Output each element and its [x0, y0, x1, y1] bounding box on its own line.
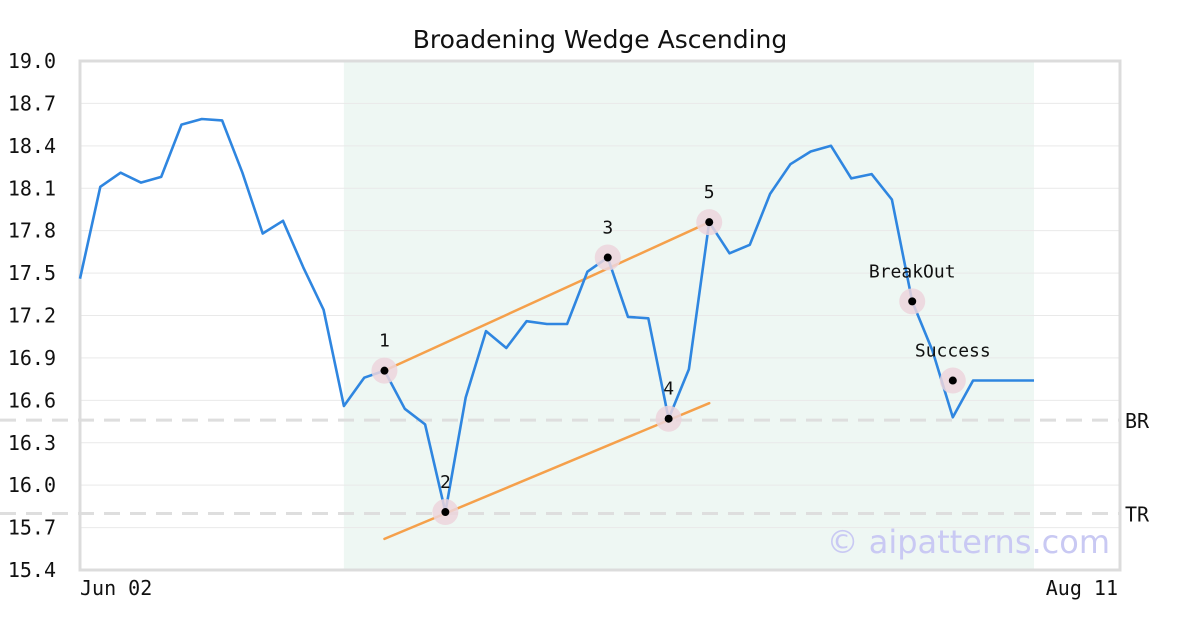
point-label: 5 [704, 182, 715, 203]
y-tick-label: 16.6 [8, 388, 56, 412]
point-label: 2 [440, 472, 451, 493]
point-marker [664, 414, 673, 423]
price-line [78, 117, 1034, 514]
y-axis: 19.0 18.7 18.4 18.1 17.8 17.5 17.2 16.9 16.6 16.3… [8, 49, 56, 582]
y-tick-label: 18.4 [8, 134, 56, 158]
y-tick-label: 17.2 [8, 304, 56, 328]
reference-label-tr: TR [1125, 502, 1150, 526]
y-tick-label: 16.0 [8, 473, 56, 497]
trendline-upper [383, 220, 711, 372]
y-tick-label: 18.7 [8, 91, 56, 115]
y-tick-label: 16.9 [8, 346, 56, 370]
point-label: BreakOut [869, 261, 956, 282]
point-label: Success [915, 341, 991, 362]
point-label: 3 [602, 218, 613, 239]
y-tick-label: 18.1 [8, 176, 56, 200]
reference-label-br: BR [1125, 409, 1150, 433]
pattern-points: 1 2 3 4 5 BreakOut Success [371, 182, 991, 526]
y-tick-label: 17.5 [8, 261, 56, 285]
y-tick-label: 15.4 [8, 558, 56, 582]
chart-title: Broadening Wedge Ascending [413, 25, 788, 54]
y-tick-label: 15.7 [8, 516, 56, 540]
point-marker [380, 366, 389, 375]
y-tick-label: 16.3 [8, 431, 56, 455]
point-marker [603, 253, 612, 262]
point-marker [908, 297, 917, 306]
point-marker [441, 508, 450, 517]
point-label: 1 [379, 331, 390, 352]
y-tick-label: 17.8 [8, 219, 56, 243]
price-series [78, 117, 1034, 514]
grid [80, 60, 1120, 571]
point-marker [705, 218, 714, 227]
x-tick-label-end: Aug 11 [1046, 576, 1118, 600]
reference-lines: BR TR [0, 409, 1150, 526]
y-tick-label: 19.0 [8, 49, 56, 73]
point-marker [948, 376, 957, 385]
plot-frame [78, 59, 1122, 572]
point-label: 4 [663, 379, 674, 400]
x-tick-label-start: Jun 02 [80, 576, 152, 600]
watermark: © aipatterns.com [827, 523, 1110, 561]
